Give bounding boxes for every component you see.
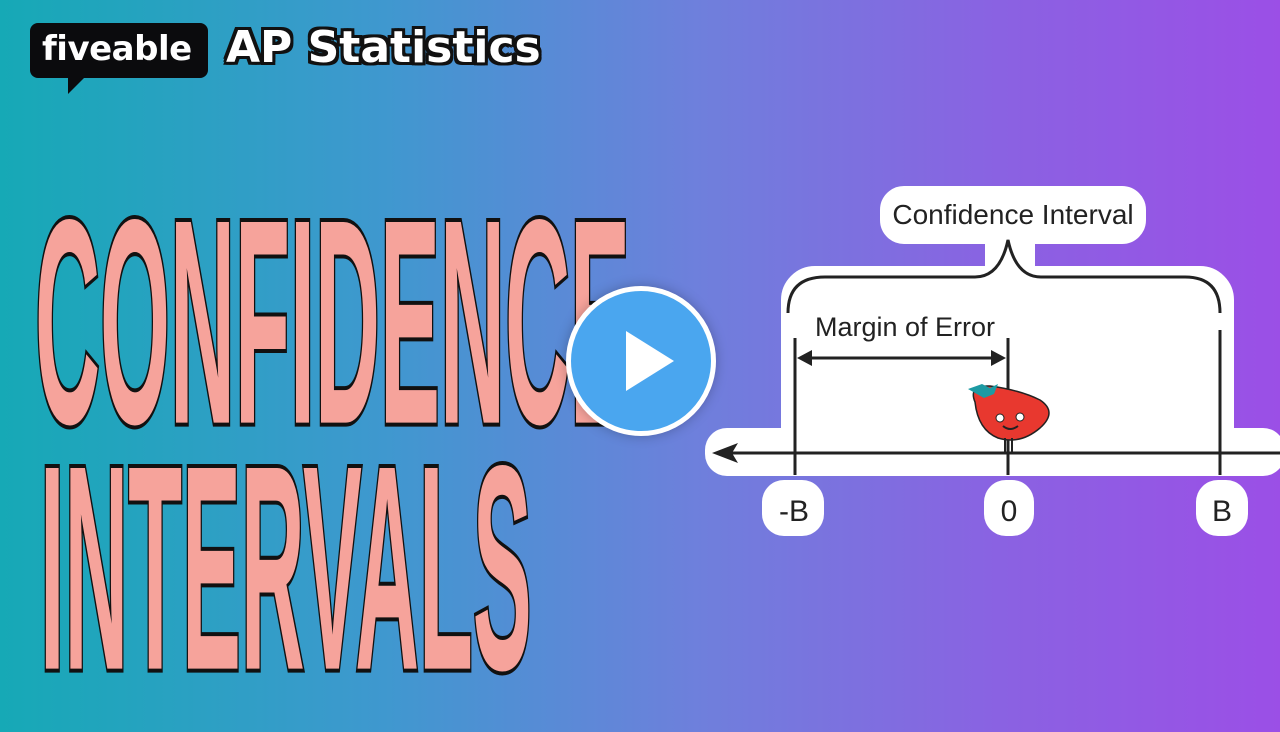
margin-label: Margin of Error [815, 312, 995, 342]
fiveable-logo: fiveable [30, 23, 208, 94]
logo-text: fiveable [42, 29, 192, 69]
title-line-2: INTERVALS [39, 406, 533, 732]
title-line-1: CONFIDENCE [34, 160, 632, 486]
tick-label-zero: 0 [1001, 495, 1018, 528]
play-button[interactable] [566, 286, 716, 436]
strawberry-mascot-icon [968, 384, 1050, 452]
tick-label-b: B [1212, 495, 1232, 528]
interval-label: Confidence Interval [892, 199, 1133, 230]
brace [786, 239, 1222, 314]
tick-label-neg-b: -B [779, 495, 809, 528]
course-title: AP Statistics [226, 22, 541, 73]
